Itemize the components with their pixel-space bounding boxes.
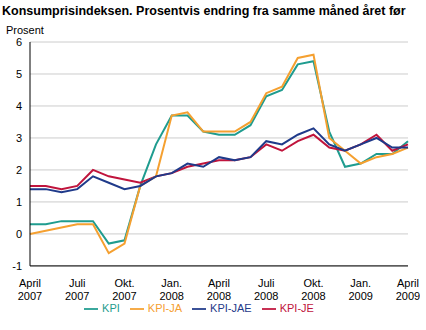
svg-text:0: 0: [16, 228, 22, 240]
svg-text:5: 5: [16, 68, 22, 80]
svg-text:Jan.2009: Jan.2009: [349, 277, 373, 302]
svg-text:April2009: April2009: [396, 277, 418, 302]
svg-text:Okt.2008: Okt.2008: [301, 277, 325, 302]
html-text:KPI-JE: KPI-JE: [279, 301, 314, 314]
html-text:KPI: KPI: [102, 301, 120, 314]
html-text:KPI-JA: KPI-JA: [147, 301, 183, 314]
svg-text:April2007: April2007: [18, 277, 42, 302]
svg-text:Juli2007: Juli2007: [65, 277, 89, 302]
svg-text:Juli2008: Juli2008: [254, 277, 278, 302]
html-text:Konsumprisindeksen. Prosentvis: Konsumprisindeksen. Prosentvis endring f…: [2, 4, 406, 18]
svg-text:4: 4: [16, 100, 22, 112]
svg-text:2: 2: [16, 164, 22, 176]
html-text:Prosent: Prosent: [6, 24, 44, 36]
svg-text:6: 6: [16, 36, 22, 48]
svg-text:Jan.2008: Jan.2008: [160, 277, 184, 302]
svg-text:April2008: April2008: [207, 277, 231, 302]
svg-text:3: 3: [16, 132, 22, 144]
svg-text:Okt.2007: Okt.2007: [112, 277, 136, 302]
svg-text:1: 1: [16, 196, 22, 208]
html-text:KPI-JAE: KPI-JAE: [210, 301, 252, 314]
svg-text:-1: -1: [12, 260, 22, 272]
